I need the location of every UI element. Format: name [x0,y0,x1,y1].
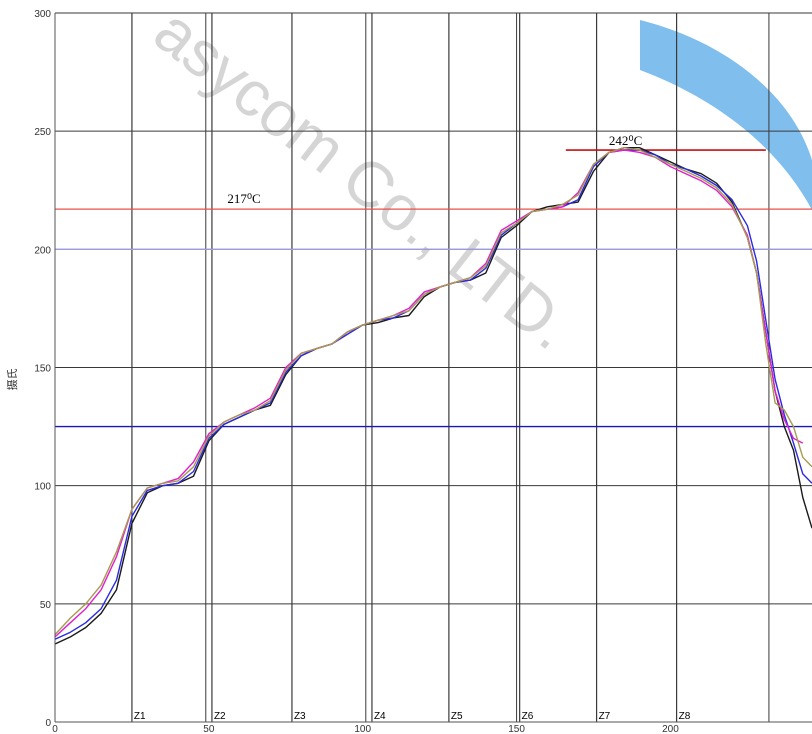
x-tick-label: 200 [662,724,679,734]
y-tick-label: 250 [34,127,51,138]
watermark-logo-arc [640,20,812,210]
y-tick-label: 300 [34,9,51,20]
y-tick-label: 50 [40,600,52,611]
x-tick-label: 150 [508,724,525,734]
zone-label: Z1 [134,711,146,722]
series-group [54,146,812,645]
x-tick-label: 50 [203,724,215,734]
reference-lines [55,149,812,428]
y-tick-label: 100 [34,482,51,493]
y-tick-label: 200 [34,245,51,256]
grid [55,12,812,723]
zone-label: Z3 [294,711,306,722]
zone-label: Z2 [214,711,226,722]
zone-label: Z6 [522,711,534,722]
peak-label: 242⁰C [609,133,642,148]
x-tick-label: 100 [354,724,371,734]
y-tick-label: 0 [45,718,51,729]
axes [54,13,812,723]
watermark-text: asycom Co., LTD. [141,0,585,363]
series-line-4 [54,146,812,636]
x-tick-label: 0 [52,724,58,734]
y-axis-label: 摄氏 [5,368,19,390]
zone-label: Z5 [451,711,463,722]
zone-label: Z4 [374,711,386,722]
reference-line-label: 217⁰C [227,191,260,206]
labels: Z1 Z2 Z3 Z4 Z5 Z6 Z7 Z8 217⁰C 242⁰C 0 50 100 150 200 25… [5,9,691,734]
y-tick-label: 150 [34,364,51,375]
zone-label: Z7 [599,711,611,722]
zone-label: Z8 [679,711,691,722]
